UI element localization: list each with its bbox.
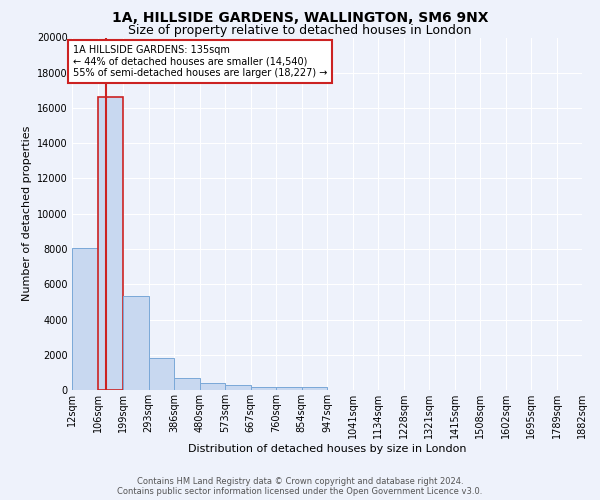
- Bar: [149, 358, 174, 390]
- Bar: [72, 248, 98, 390]
- Bar: [98, 98, 123, 390]
- Y-axis label: Number of detached properties: Number of detached properties: [22, 126, 32, 302]
- Text: 1A, HILLSIDE GARDENS, WALLINGTON, SM6 9NX: 1A, HILLSIDE GARDENS, WALLINGTON, SM6 9N…: [112, 12, 488, 26]
- Text: 1A HILLSIDE GARDENS: 135sqm
← 44% of detached houses are smaller (14,540)
55% of: 1A HILLSIDE GARDENS: 135sqm ← 44% of det…: [73, 44, 327, 78]
- Bar: [276, 387, 302, 390]
- Bar: [251, 386, 276, 390]
- Bar: [302, 388, 327, 390]
- X-axis label: Distribution of detached houses by size in London: Distribution of detached houses by size …: [188, 444, 466, 454]
- Text: Size of property relative to detached houses in London: Size of property relative to detached ho…: [128, 24, 472, 37]
- Bar: [225, 385, 251, 390]
- Bar: [200, 384, 225, 390]
- Bar: [174, 378, 200, 390]
- Bar: [123, 296, 149, 390]
- Text: Contains HM Land Registry data © Crown copyright and database right 2024.
Contai: Contains HM Land Registry data © Crown c…: [118, 476, 482, 496]
